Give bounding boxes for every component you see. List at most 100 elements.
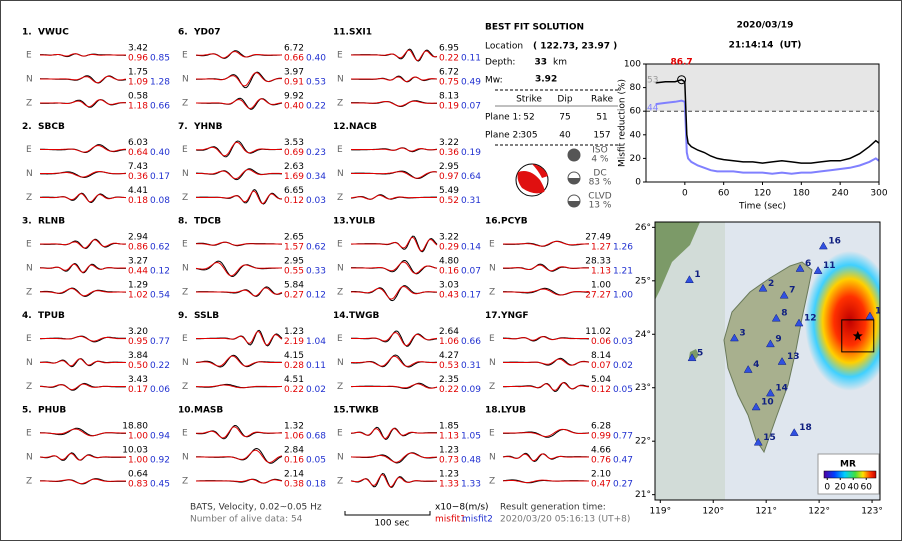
station-number: 5. (22, 406, 32, 416)
amplitude: 18.80 (122, 422, 148, 432)
waveform-synthetic (350, 194, 437, 200)
waveform-synthetic (196, 190, 283, 204)
waveform-synthetic (503, 336, 589, 341)
waveform-synthetic (195, 384, 282, 389)
data-source: BATS, Velocity, 0.02~0.05 Hz (190, 503, 322, 513)
waveform-synthetic (351, 355, 438, 367)
misfit1: 0.27 (284, 291, 304, 301)
station-label: 14 (775, 384, 788, 394)
misfit2: 1.04 (306, 337, 326, 347)
component-letter: N (182, 169, 189, 179)
amplitude: 8.14 (591, 351, 611, 361)
misfit2: 0.34 (306, 172, 326, 182)
waveform-synthetic (40, 193, 126, 203)
plane-label: Plane 1: (485, 113, 521, 123)
misfit1: 0.73 (439, 456, 459, 466)
component-letter: N (337, 453, 344, 463)
waveform-synthetic (40, 99, 126, 108)
component-letter: Z (182, 288, 188, 298)
station-label: 13 (787, 352, 800, 362)
misfit2: 0.12 (306, 291, 326, 301)
component-letter: E (489, 240, 495, 250)
misfit1: 1.69 (284, 172, 304, 182)
component-letter: E (182, 51, 188, 61)
misfit2: 0.33 (306, 267, 326, 277)
amplitude: 3.53 (284, 138, 304, 148)
misfit2: 0.66 (150, 102, 170, 112)
component-letter: E (26, 240, 32, 250)
misfit1: 0.96 (128, 54, 148, 64)
amplitude: 0.58 (128, 92, 148, 102)
colorbar-tick-label: 20 (835, 483, 847, 493)
station-marker (765, 339, 775, 348)
amplitude: 2.95 (284, 257, 304, 267)
station-name: PCYB (501, 217, 528, 227)
heat-field (804, 250, 880, 391)
station-number: 12. (333, 122, 349, 132)
lon-tick-label: 120° (702, 507, 724, 517)
amplitude: 5.04 (591, 375, 611, 385)
misfit2: 0.85 (150, 54, 170, 64)
amplitude: 3.22 (439, 138, 459, 148)
misfit2: 0.62 (306, 243, 326, 253)
amplitude: 8.13 (439, 92, 459, 102)
scale-label: 100 sec (374, 519, 409, 529)
plane-value: 40 (559, 131, 571, 141)
component-name: ISO (592, 146, 607, 156)
station-number: 17. (485, 311, 501, 321)
component-letter: Z (26, 99, 32, 109)
misfit2: 0.31 (461, 361, 481, 371)
waveform-synthetic (39, 358, 126, 367)
component-letter: N (489, 264, 496, 274)
amplitude: 1.23 (284, 327, 304, 337)
misfit1: 0.07 (591, 361, 611, 371)
misfit1: 1.06 (284, 432, 304, 442)
station-label: 17 (875, 307, 888, 317)
station-name: RLNB (38, 217, 65, 227)
event-time: 21:14:14 (UT) (729, 41, 802, 51)
station-label: 11 (823, 261, 836, 271)
station-name: YD07 (193, 28, 221, 38)
component-ball-shade (568, 178, 580, 184)
component-name: DC (593, 169, 606, 179)
misfit1: 0.55 (284, 267, 304, 277)
component-letter: E (337, 51, 343, 61)
misfit2: 0.27 (613, 480, 633, 490)
component-letter: Z (182, 99, 188, 109)
lon-tick-label: 119° (649, 507, 671, 517)
misfit1: 0.47 (591, 480, 611, 490)
component-percent: 13 % (589, 201, 612, 211)
misfit1: 27.27 (585, 291, 611, 301)
misfit1: 1.27 (591, 243, 611, 253)
waveform-synthetic (40, 53, 126, 57)
station-label: 18 (799, 423, 812, 433)
amplitude: 6.03 (128, 138, 148, 148)
station-marker (729, 333, 739, 342)
amplitude: 3.03 (439, 281, 459, 291)
colorbar-tick-label: 0 (824, 483, 830, 493)
misfit1: 1.33 (439, 480, 459, 490)
misfit2: 0.07 (461, 102, 481, 112)
station-name: SSLB (194, 311, 219, 321)
waveform-synthetic (196, 141, 282, 157)
station-label: 1 (694, 270, 700, 280)
x-tick-label: 60 (718, 189, 730, 199)
waveform-synthetic (503, 358, 590, 366)
misfit1: 1.02 (128, 291, 148, 301)
station-label: 16 (828, 237, 841, 247)
misfit1: 0.69 (284, 148, 304, 158)
colorbar-tick-label: 60 (861, 483, 873, 493)
station-marker (758, 283, 768, 292)
misfit1: 0.16 (439, 267, 459, 277)
station-name: NACB (349, 122, 377, 132)
component-name: CLVD (588, 192, 611, 202)
misfit1: 0.52 (439, 196, 459, 206)
misfit2: 0.64 (461, 172, 481, 182)
amplitude: 2.65 (284, 233, 304, 243)
misfit2: 0.62 (150, 243, 170, 253)
max-annotation: 86.7 (670, 58, 692, 68)
mw: 3.92 (535, 75, 557, 85)
station-name: YHNB (193, 122, 223, 132)
amplitude: 6.72 (439, 68, 459, 78)
waveform-synthetic (196, 241, 282, 246)
